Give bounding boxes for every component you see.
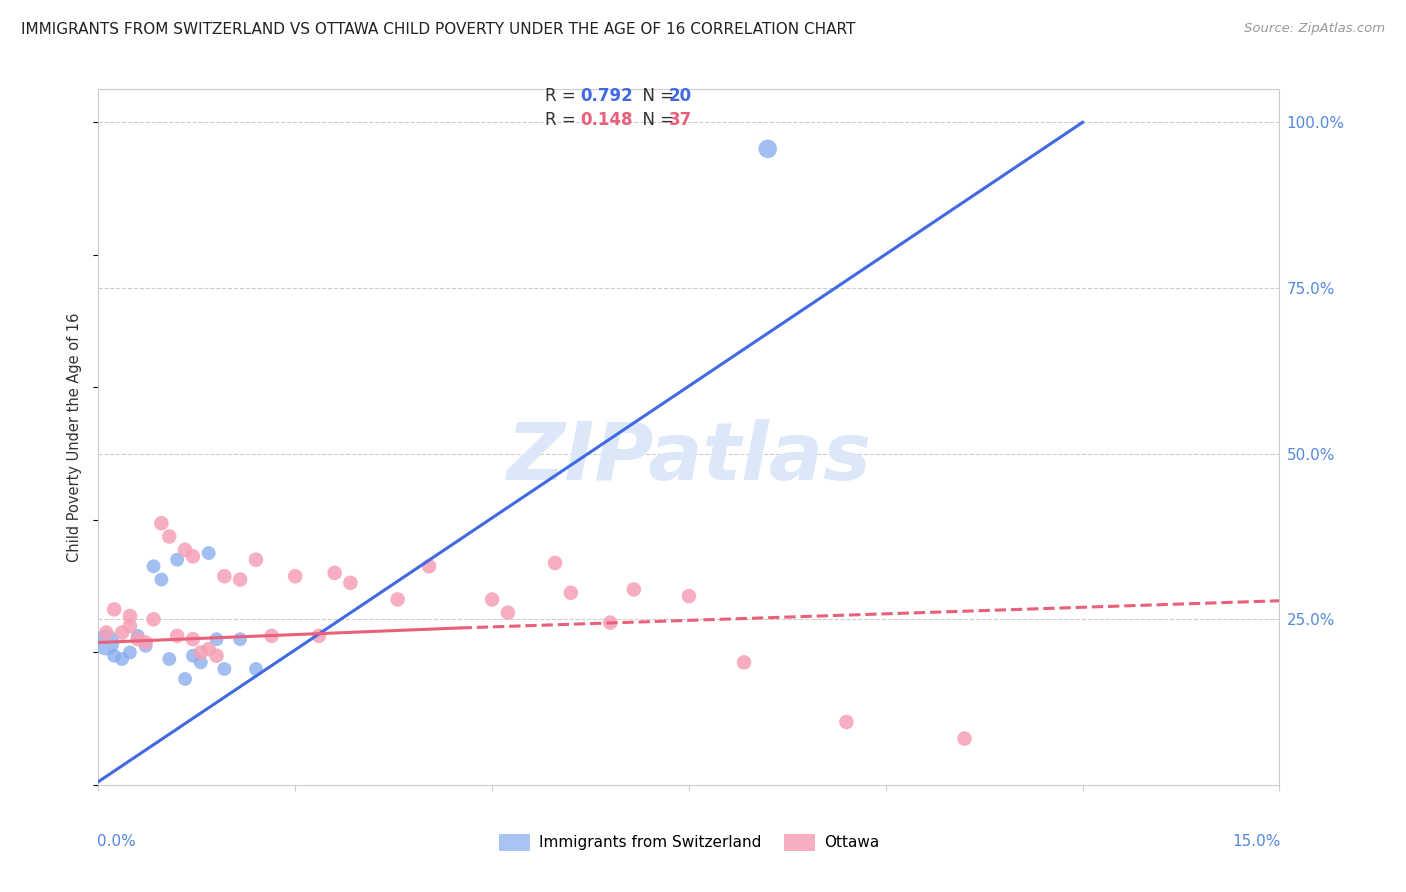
Text: 15.0%: 15.0% (1232, 834, 1281, 848)
Text: N =: N = (633, 112, 679, 129)
Point (197, 642, 219, 657)
Point (118, 645, 141, 659)
Text: 0.792: 0.792 (581, 87, 633, 105)
Point (135, 639, 157, 653)
Point (284, 569, 307, 583)
Point (678, 589, 700, 603)
Point (205, 632, 228, 647)
Point (544, 556, 567, 570)
Point (229, 573, 252, 587)
Point (174, 542, 197, 557)
Point (197, 546, 219, 560)
Text: N =: N = (633, 87, 679, 105)
Point (245, 662, 267, 676)
Point (166, 629, 188, 643)
Point (756, 142, 779, 156)
Point (127, 632, 149, 647)
Point (214, 662, 236, 676)
Point (103, 648, 125, 663)
Point (214, 569, 236, 583)
Point (150, 573, 173, 587)
Point (135, 635, 157, 649)
Point (111, 652, 134, 666)
Text: R =: R = (546, 112, 581, 129)
Point (181, 648, 204, 663)
Point (150, 516, 173, 531)
Point (733, 656, 755, 670)
Point (560, 586, 582, 600)
Point (323, 566, 346, 580)
Point (174, 672, 197, 686)
Point (103, 602, 125, 616)
Point (245, 552, 267, 566)
Point (496, 606, 519, 620)
Text: IMMIGRANTS FROM SWITZERLAND VS OTTAWA CHILD POVERTY UNDER THE AGE OF 16 CORRELAT: IMMIGRANTS FROM SWITZERLAND VS OTTAWA CH… (21, 22, 855, 37)
Text: 20: 20 (669, 87, 692, 105)
Point (157, 529, 180, 543)
Point (111, 625, 134, 640)
Point (623, 582, 645, 597)
Point (118, 619, 141, 633)
Y-axis label: Child Poverty Under the Age of 16: Child Poverty Under the Age of 16 (67, 312, 83, 562)
Legend: Immigrants from Switzerland, Ottawa: Immigrants from Switzerland, Ottawa (494, 828, 884, 857)
Point (181, 549, 204, 564)
Text: ZIPatlas: ZIPatlas (506, 419, 872, 497)
Point (418, 559, 440, 574)
Text: R =: R = (546, 87, 581, 105)
Point (339, 575, 361, 590)
Point (229, 632, 252, 647)
Point (127, 629, 149, 643)
Point (387, 592, 409, 607)
Point (142, 559, 165, 574)
Text: 0.0%: 0.0% (97, 834, 136, 848)
Point (260, 629, 283, 643)
Point (166, 552, 188, 566)
Text: Source: ZipAtlas.com: Source: ZipAtlas.com (1244, 22, 1385, 36)
Point (157, 652, 180, 666)
Point (190, 645, 212, 659)
Text: 37: 37 (669, 112, 692, 129)
Point (96, 635, 118, 649)
Point (190, 656, 212, 670)
Point (481, 592, 503, 607)
Point (205, 648, 228, 663)
Text: 0.148: 0.148 (581, 112, 633, 129)
Point (953, 731, 976, 746)
Point (308, 629, 330, 643)
Point (118, 609, 141, 624)
Point (96, 625, 118, 640)
Point (599, 615, 621, 630)
Point (142, 612, 165, 626)
Point (181, 632, 204, 647)
Point (835, 714, 858, 729)
